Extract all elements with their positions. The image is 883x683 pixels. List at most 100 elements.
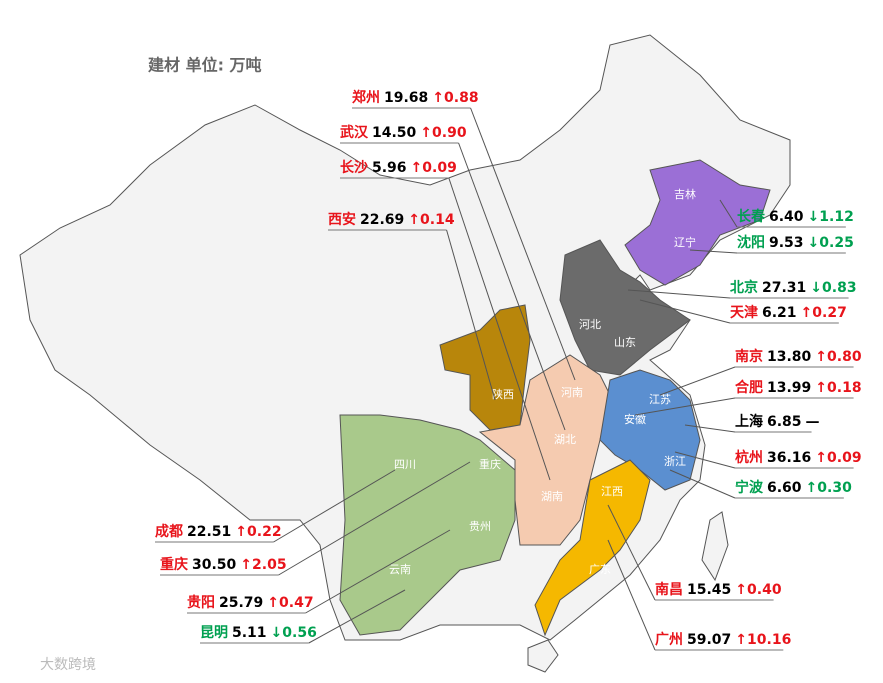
city-value: 36.16 bbox=[767, 450, 811, 466]
city-value: 25.79 bbox=[219, 595, 263, 611]
city-value: 59.07 bbox=[687, 632, 731, 648]
leader-line bbox=[308, 589, 406, 644]
city-change: ↑0.47 bbox=[267, 595, 313, 611]
leader-line bbox=[639, 299, 731, 324]
city-change: ↑0.88 bbox=[432, 90, 478, 106]
city-name: 武汉 bbox=[340, 124, 369, 141]
southwest-region bbox=[339, 414, 516, 636]
city-change: ↑0.14 bbox=[408, 212, 455, 228]
leader-line bbox=[305, 529, 451, 614]
province-label: 云南 bbox=[389, 563, 411, 576]
shaanxi-region bbox=[439, 304, 531, 431]
city-name: 天津 bbox=[730, 304, 758, 321]
city-change: ↓0.56 bbox=[271, 625, 317, 641]
leader-line bbox=[278, 461, 471, 576]
city-label: 广州 59.07 ↑10.16 bbox=[655, 631, 791, 648]
leader-line bbox=[470, 107, 576, 381]
city-value: 13.80 bbox=[767, 349, 812, 365]
city-change: ↑0.80 bbox=[815, 349, 862, 365]
city-name: 郑州 bbox=[352, 89, 380, 106]
leader-line bbox=[684, 424, 736, 433]
city-change: ↑0.09 bbox=[815, 450, 861, 466]
city-value: 5.96 bbox=[372, 160, 407, 176]
city-change: ↑0.40 bbox=[735, 582, 782, 598]
city-value: 5.11 bbox=[232, 625, 267, 641]
city-label: 武汉 14.50 ↑0.90 bbox=[340, 124, 467, 141]
province-label: 辽宁 bbox=[674, 235, 696, 249]
province-label: 湖北 bbox=[554, 433, 576, 446]
city-value: 27.31 bbox=[762, 280, 806, 296]
province-label: 陕西 bbox=[492, 387, 514, 401]
city-value: 14.50 bbox=[372, 125, 417, 141]
province-label: 浙江 bbox=[664, 455, 686, 468]
city-label: 成都 22.51 ↑0.22 bbox=[155, 523, 282, 540]
north-region bbox=[559, 239, 691, 376]
city-label: 长沙 5.96 ↑0.09 bbox=[340, 159, 457, 176]
leader-lines bbox=[155, 107, 854, 651]
city-change: ↓1.12 bbox=[808, 209, 854, 225]
city-value: 22.69 bbox=[360, 212, 404, 228]
city-label: 长春 6.40 ↓1.12 bbox=[737, 208, 854, 225]
leader-line bbox=[448, 177, 551, 481]
city-value: 6.85 bbox=[767, 414, 802, 430]
city-value: 6.21 bbox=[762, 305, 797, 321]
city-label: 西安 22.69 ↑0.14 bbox=[328, 211, 455, 228]
leader-line bbox=[607, 504, 656, 601]
city-label: 宁波 6.60 ↑0.30 bbox=[735, 479, 852, 496]
leader-line bbox=[659, 366, 736, 396]
city-label: 南昌 15.45 ↑0.40 bbox=[655, 581, 782, 598]
city-value: 6.60 bbox=[767, 480, 802, 496]
city-label: 郑州 19.68 ↑0.88 bbox=[352, 89, 479, 106]
province-label: 四川 bbox=[394, 458, 416, 471]
city-name: 宁波 bbox=[735, 479, 764, 496]
map-title: 建材 单位: 万吨 bbox=[148, 56, 262, 75]
leader-line bbox=[627, 289, 731, 299]
northeast-region bbox=[624, 159, 771, 286]
city-value: 22.51 bbox=[187, 524, 231, 540]
city-change: ↑2.05 bbox=[240, 557, 286, 573]
city-name: 贵阳 bbox=[187, 594, 215, 611]
leader-line bbox=[607, 539, 656, 651]
city-value: 6.40 bbox=[769, 209, 804, 225]
city-label: 重庆 30.50 ↑2.05 bbox=[160, 556, 287, 573]
city-name: 南京 bbox=[735, 348, 763, 365]
city-change: ↓0.25 bbox=[808, 235, 854, 251]
province-label: 广东 bbox=[589, 563, 611, 576]
city-label: 沈阳 9.53 ↓0.25 bbox=[737, 234, 854, 251]
hainan bbox=[527, 639, 559, 673]
province-label: 重庆 bbox=[479, 457, 501, 471]
province-label: 湖南 bbox=[541, 490, 563, 503]
city-name: 长沙 bbox=[340, 159, 368, 176]
province-label: 河南 bbox=[561, 386, 583, 399]
taiwan bbox=[701, 511, 729, 582]
city-change: ↑10.16 bbox=[735, 632, 791, 648]
province-label: 江西 bbox=[601, 485, 623, 498]
city-name: 北京 bbox=[730, 279, 758, 296]
south-region bbox=[534, 459, 651, 637]
province-label: 贵州 bbox=[469, 520, 491, 533]
city-label: 天津 6.21 ↑0.27 bbox=[730, 304, 847, 321]
leader-line bbox=[634, 397, 736, 416]
city-name: 南昌 bbox=[655, 581, 683, 598]
city-change: ↓0.83 bbox=[810, 280, 856, 296]
city-name: 杭州 bbox=[735, 449, 763, 466]
province-label: 山东 bbox=[614, 336, 636, 349]
leader-line bbox=[458, 142, 566, 431]
city-name: 成都 bbox=[155, 523, 183, 540]
city-change: — bbox=[806, 414, 820, 430]
city-label: 合肥 13.99 ↑0.18 bbox=[735, 379, 862, 396]
leader-line bbox=[689, 249, 738, 254]
city-name: 上海 bbox=[735, 413, 763, 430]
central-region bbox=[478, 354, 611, 546]
city-label: 贵阳 25.79 ↑0.47 bbox=[187, 594, 314, 611]
city-change: ↑0.18 bbox=[815, 380, 861, 396]
city-value: 30.50 bbox=[192, 557, 237, 573]
city-change: ↑0.27 bbox=[801, 305, 847, 321]
city-name: 合肥 bbox=[735, 379, 763, 396]
leader-line bbox=[719, 199, 738, 228]
city-name: 西安 bbox=[328, 211, 356, 228]
city-value: 15.45 bbox=[687, 582, 731, 598]
leader-line bbox=[273, 469, 396, 543]
